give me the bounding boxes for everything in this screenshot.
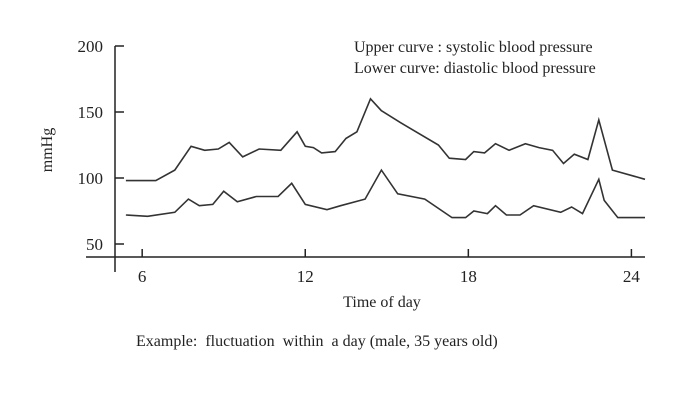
y-tick-label: 50	[86, 235, 103, 254]
x-tick-label: 12	[297, 267, 314, 286]
x-ticks: 6 12 18 24	[138, 249, 640, 286]
x-tick-label: 18	[460, 267, 477, 286]
y-tick-label: 200	[78, 37, 104, 56]
y-ticks: 200 150 100 50	[78, 37, 124, 254]
y-tick-label: 100	[78, 169, 104, 188]
x-tick-label: 24	[623, 267, 641, 286]
x-tick-label: 6	[138, 267, 147, 286]
chart-caption: Example: fluctuation within a day (male,…	[136, 333, 498, 350]
y-tick-label: 150	[78, 103, 104, 122]
y-axis-title: mmHg	[39, 128, 56, 172]
diastolic-line	[125, 168, 645, 219]
series-group	[125, 97, 646, 219]
legend-systolic: Upper curve : systolic blood pressure	[354, 39, 593, 56]
x-axis-title: Time of day	[343, 294, 421, 311]
legend-diastolic: Lower curve: diastolic blood pressure	[354, 60, 596, 77]
systolic-line	[125, 97, 646, 182]
